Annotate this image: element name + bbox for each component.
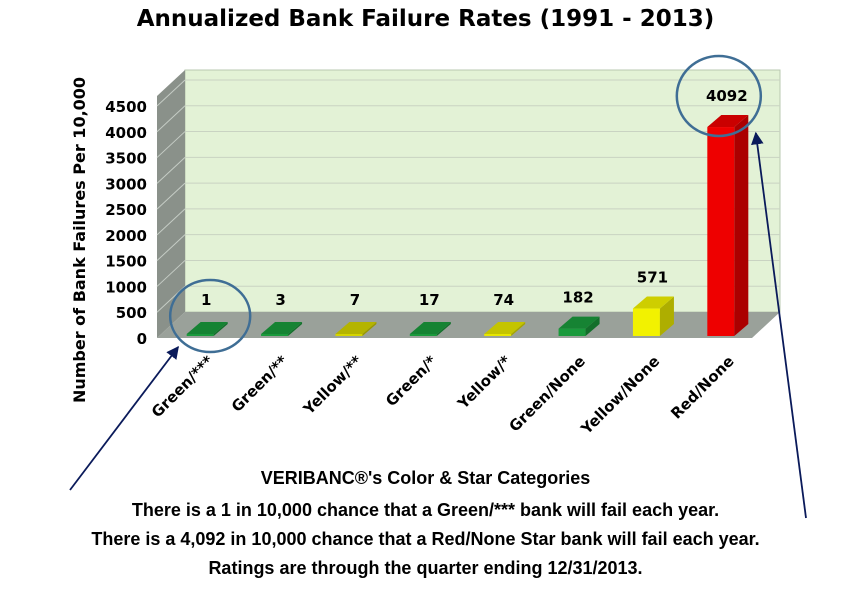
data-label: 4092	[706, 87, 748, 105]
y-tick-label: 1000	[105, 278, 147, 296]
bar-side	[436, 322, 451, 336]
y-tick-label: 0	[137, 330, 147, 348]
chart-title: Annualized Bank Failure Rates (1991 - 20…	[136, 6, 715, 32]
y-tick-label: 3500	[105, 150, 147, 168]
caption-line-3: Ratings are through the quarter ending 1…	[208, 558, 643, 578]
caption-heading: VERIBANC®'s Color & Star Categories	[260, 468, 591, 488]
x-tick-label: Red/None	[667, 352, 737, 422]
data-label: 182	[562, 289, 593, 307]
bar	[261, 334, 289, 336]
y-tick-label: 4500	[105, 98, 147, 116]
gridline-side	[156, 182, 186, 210]
y-tick-label: 3000	[105, 175, 147, 193]
x-tick-label: Yellow/None	[577, 352, 663, 438]
highlight-circle-red	[675, 54, 763, 138]
x-tick-label: Yellow/**	[299, 352, 366, 419]
bar-top	[409, 322, 451, 334]
data-label: 3	[275, 291, 285, 309]
data-label: 7	[350, 291, 360, 309]
side-wall	[157, 70, 185, 338]
bar-top	[484, 322, 526, 334]
bar	[558, 328, 586, 336]
x-tick-label: Green/**	[228, 352, 292, 416]
bar-side	[659, 296, 674, 336]
bar-top	[261, 322, 303, 334]
data-label: 17	[419, 291, 440, 309]
bar-side	[511, 322, 526, 336]
bar-side	[734, 115, 749, 336]
bar-top	[186, 322, 228, 334]
y-tick-label: 2500	[105, 201, 147, 219]
y-tick-label: 2000	[105, 227, 147, 245]
x-tick-label: Green/***	[148, 352, 217, 421]
bar-top	[632, 296, 674, 309]
data-label: 571	[637, 269, 668, 287]
y-tick-label: 500	[116, 304, 147, 322]
x-tick-label: Yellow/*	[453, 352, 514, 413]
arrow-red	[751, 131, 807, 519]
bar-side	[362, 322, 377, 336]
bar-top	[558, 316, 600, 329]
bar-top	[335, 322, 377, 334]
bar	[632, 308, 660, 336]
arrow-green	[69, 345, 179, 491]
gridline-side	[156, 156, 186, 184]
caption-line-2: There is a 4,092 in 10,000 chance that a…	[91, 529, 760, 549]
gridline-side	[156, 208, 186, 236]
y-axis-label: Number of Bank Failures Per 10,000	[70, 77, 89, 403]
bar-top	[707, 115, 749, 128]
gridline-side	[156, 131, 186, 158]
gridline-side	[156, 105, 186, 133]
floor	[157, 312, 780, 338]
y-tick-label: 1500	[105, 253, 147, 271]
highlight-circle-green	[168, 278, 252, 354]
bar-side	[585, 316, 600, 336]
x-tick-label: Green/*	[382, 352, 440, 410]
data-label: 74	[493, 291, 514, 309]
bar	[186, 334, 214, 336]
gridline-side	[156, 260, 186, 287]
bar-side	[288, 322, 303, 336]
bar	[707, 127, 735, 336]
gridline-side	[156, 234, 186, 262]
data-label: 1	[201, 291, 211, 309]
bar-side	[213, 322, 228, 336]
bar	[335, 334, 363, 336]
caption-line-1: There is a 1 in 10,000 chance that a Gre…	[131, 500, 720, 520]
y-tick-label: 4000	[105, 124, 147, 142]
x-tick-label: Green/None	[505, 352, 588, 435]
bar	[409, 334, 437, 336]
gridline-side	[156, 79, 186, 107]
bar	[484, 334, 512, 336]
back-wall	[184, 69, 781, 313]
